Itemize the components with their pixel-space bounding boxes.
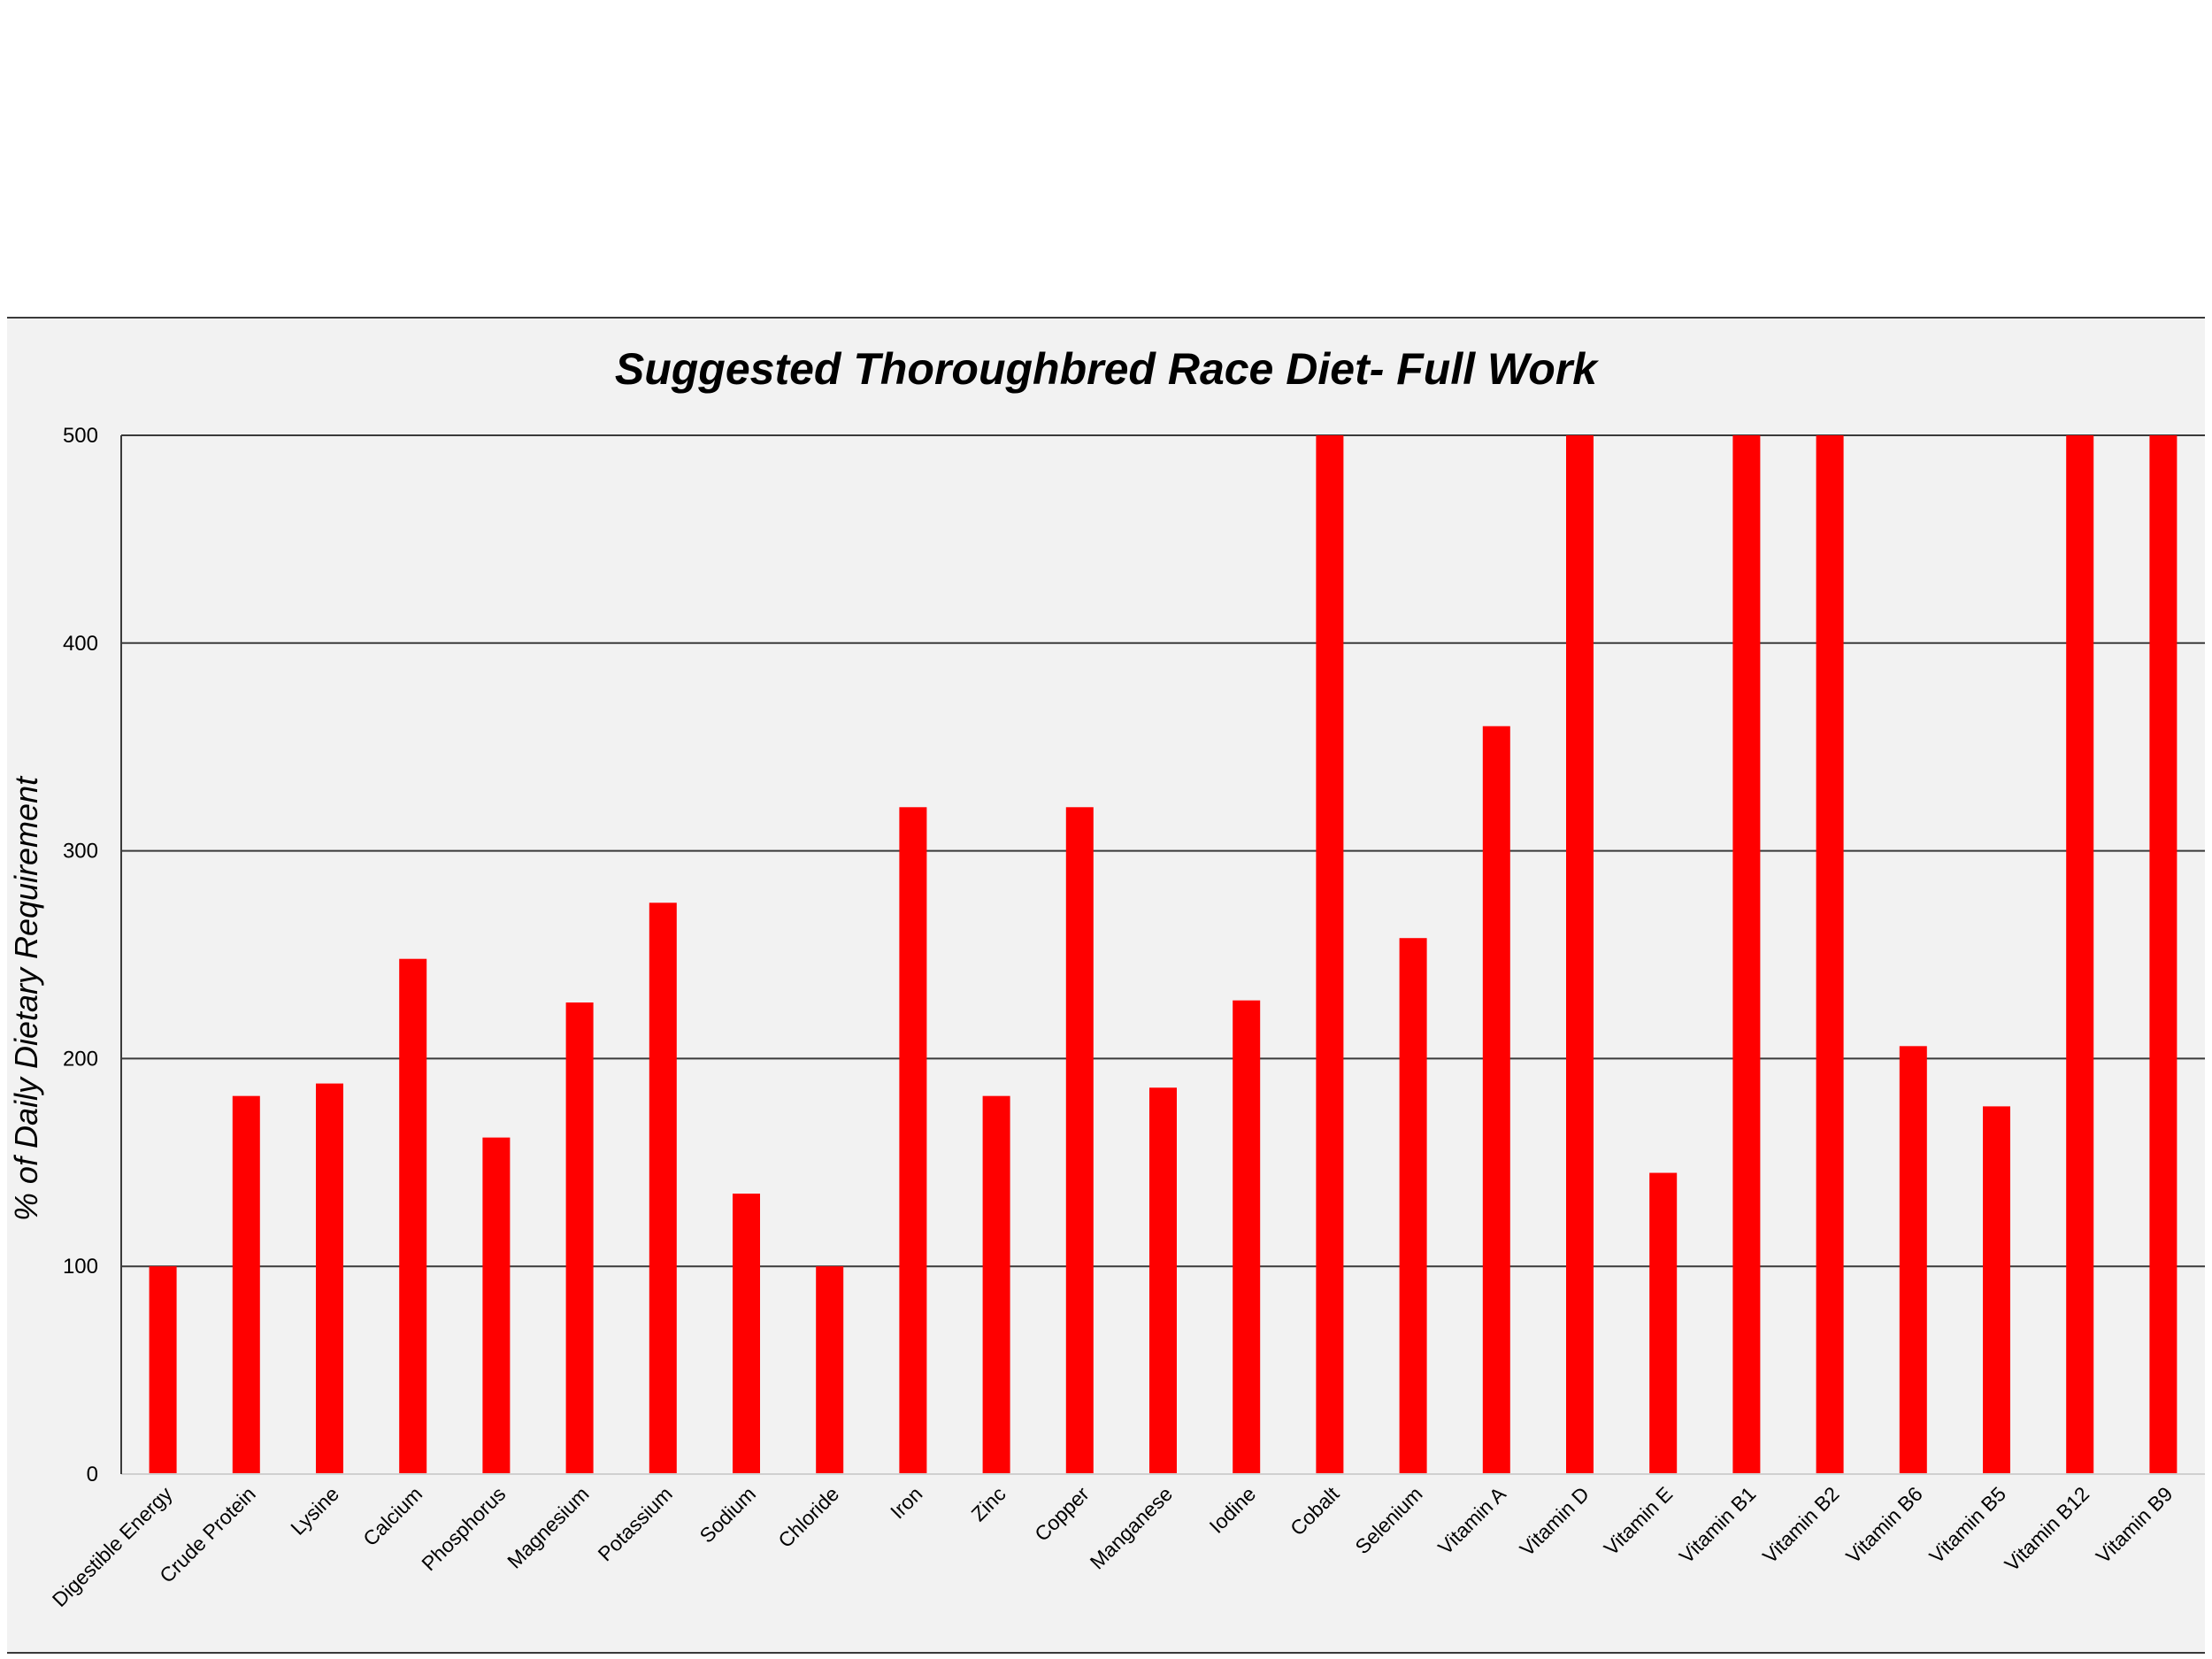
x-tick-label: Zinc <box>967 1482 1010 1525</box>
bar-vitamin-b1 <box>1732 435 1761 1474</box>
y-tick-label: 300 <box>63 840 98 864</box>
y-tick-label: 500 <box>63 424 98 448</box>
bar-chart: Suggested Thoroughbred Race Diet- Full W… <box>8 344 2205 1611</box>
bar-vitamin-d <box>1566 435 1594 1474</box>
x-tick-label: Vitamin B9 <box>2092 1482 2177 1568</box>
x-tick-label: Calcium <box>358 1482 426 1550</box>
x-tick-label: Vitamin B2 <box>1758 1482 1844 1568</box>
bars <box>149 435 2177 1474</box>
x-tick-label: Selenium <box>1350 1482 1426 1558</box>
x-tick-label: Cobalt <box>1286 1482 1344 1540</box>
x-tick-label: Vitamin A <box>1433 1482 1510 1559</box>
bar-calcium <box>399 958 427 1474</box>
bar-magnesium <box>565 1002 594 1474</box>
bar-iron <box>899 807 927 1474</box>
x-tick-label: Iodine <box>1205 1482 1261 1538</box>
bar-vitamin-b2 <box>1816 435 1844 1474</box>
x-tick-label: Iron <box>886 1482 926 1523</box>
y-axis-label: % of Daily Dietary Requirement <box>8 775 44 1221</box>
x-tick-label: Digestible Energy <box>48 1482 177 1611</box>
y-tick-label: 100 <box>63 1255 98 1279</box>
bar-vitamin-b6 <box>1899 1046 1927 1474</box>
chart-panel: Suggested Thoroughbred Race Diet- Full W… <box>7 317 2205 1654</box>
x-tick-label: Manganese <box>1086 1482 1177 1573</box>
bar-crude-protein <box>232 1095 260 1474</box>
x-tick-label: Chloride <box>773 1482 843 1552</box>
bar-lysine <box>316 1083 343 1474</box>
x-tick-label: Potassium <box>594 1482 677 1565</box>
bar-vitamin-e <box>1649 1172 1678 1474</box>
x-tick-label: Vitamin B5 <box>1924 1482 2010 1568</box>
x-tick-label: Vitamin B12 <box>2000 1482 2093 1576</box>
bar-potassium <box>649 902 677 1474</box>
y-tick-label: 200 <box>63 1047 98 1071</box>
x-tick-label: Vitamin D <box>1515 1482 1594 1561</box>
bar-copper <box>1065 807 1094 1474</box>
chart-title: Suggested Thoroughbred Race Diet- Full W… <box>615 344 1599 394</box>
x-tick-label: Vitamin E <box>1600 1482 1678 1560</box>
y-tick-label: 0 <box>87 1463 98 1486</box>
x-tick-label: Vitamin B1 <box>1675 1482 1761 1568</box>
bar-manganese <box>1149 1087 1177 1474</box>
bar-selenium <box>1399 938 1427 1474</box>
y-axis-ticks: 0 100 200 300 400 500 <box>63 424 98 1486</box>
bar-cobalt <box>1316 435 1344 1474</box>
bar-vitamin-b9 <box>2149 435 2177 1474</box>
bar-vitamin-a <box>1482 726 1510 1474</box>
bar-chloride <box>816 1266 844 1474</box>
x-tick-label: Magnesium <box>503 1482 593 1572</box>
bar-phosphorus <box>482 1137 511 1474</box>
y-tick-label: 400 <box>63 632 98 656</box>
bar-iodine <box>1233 1000 1261 1474</box>
bar-sodium <box>733 1194 760 1474</box>
bar-zinc <box>982 1095 1010 1474</box>
gridlines <box>121 434 2205 1268</box>
x-tick-label: Vitamin B6 <box>1841 1482 1927 1568</box>
x-tick-label: Lysine <box>286 1482 343 1540</box>
bar-vitamin-b12 <box>2066 435 2094 1474</box>
bar-vitamin-b5 <box>1983 1106 2010 1474</box>
x-tick-label: Copper <box>1030 1482 1094 1546</box>
x-tick-label: Phosphorus <box>417 1482 510 1575</box>
x-tick-label: Sodium <box>695 1482 761 1548</box>
bar-digestible-energy <box>149 1266 177 1474</box>
